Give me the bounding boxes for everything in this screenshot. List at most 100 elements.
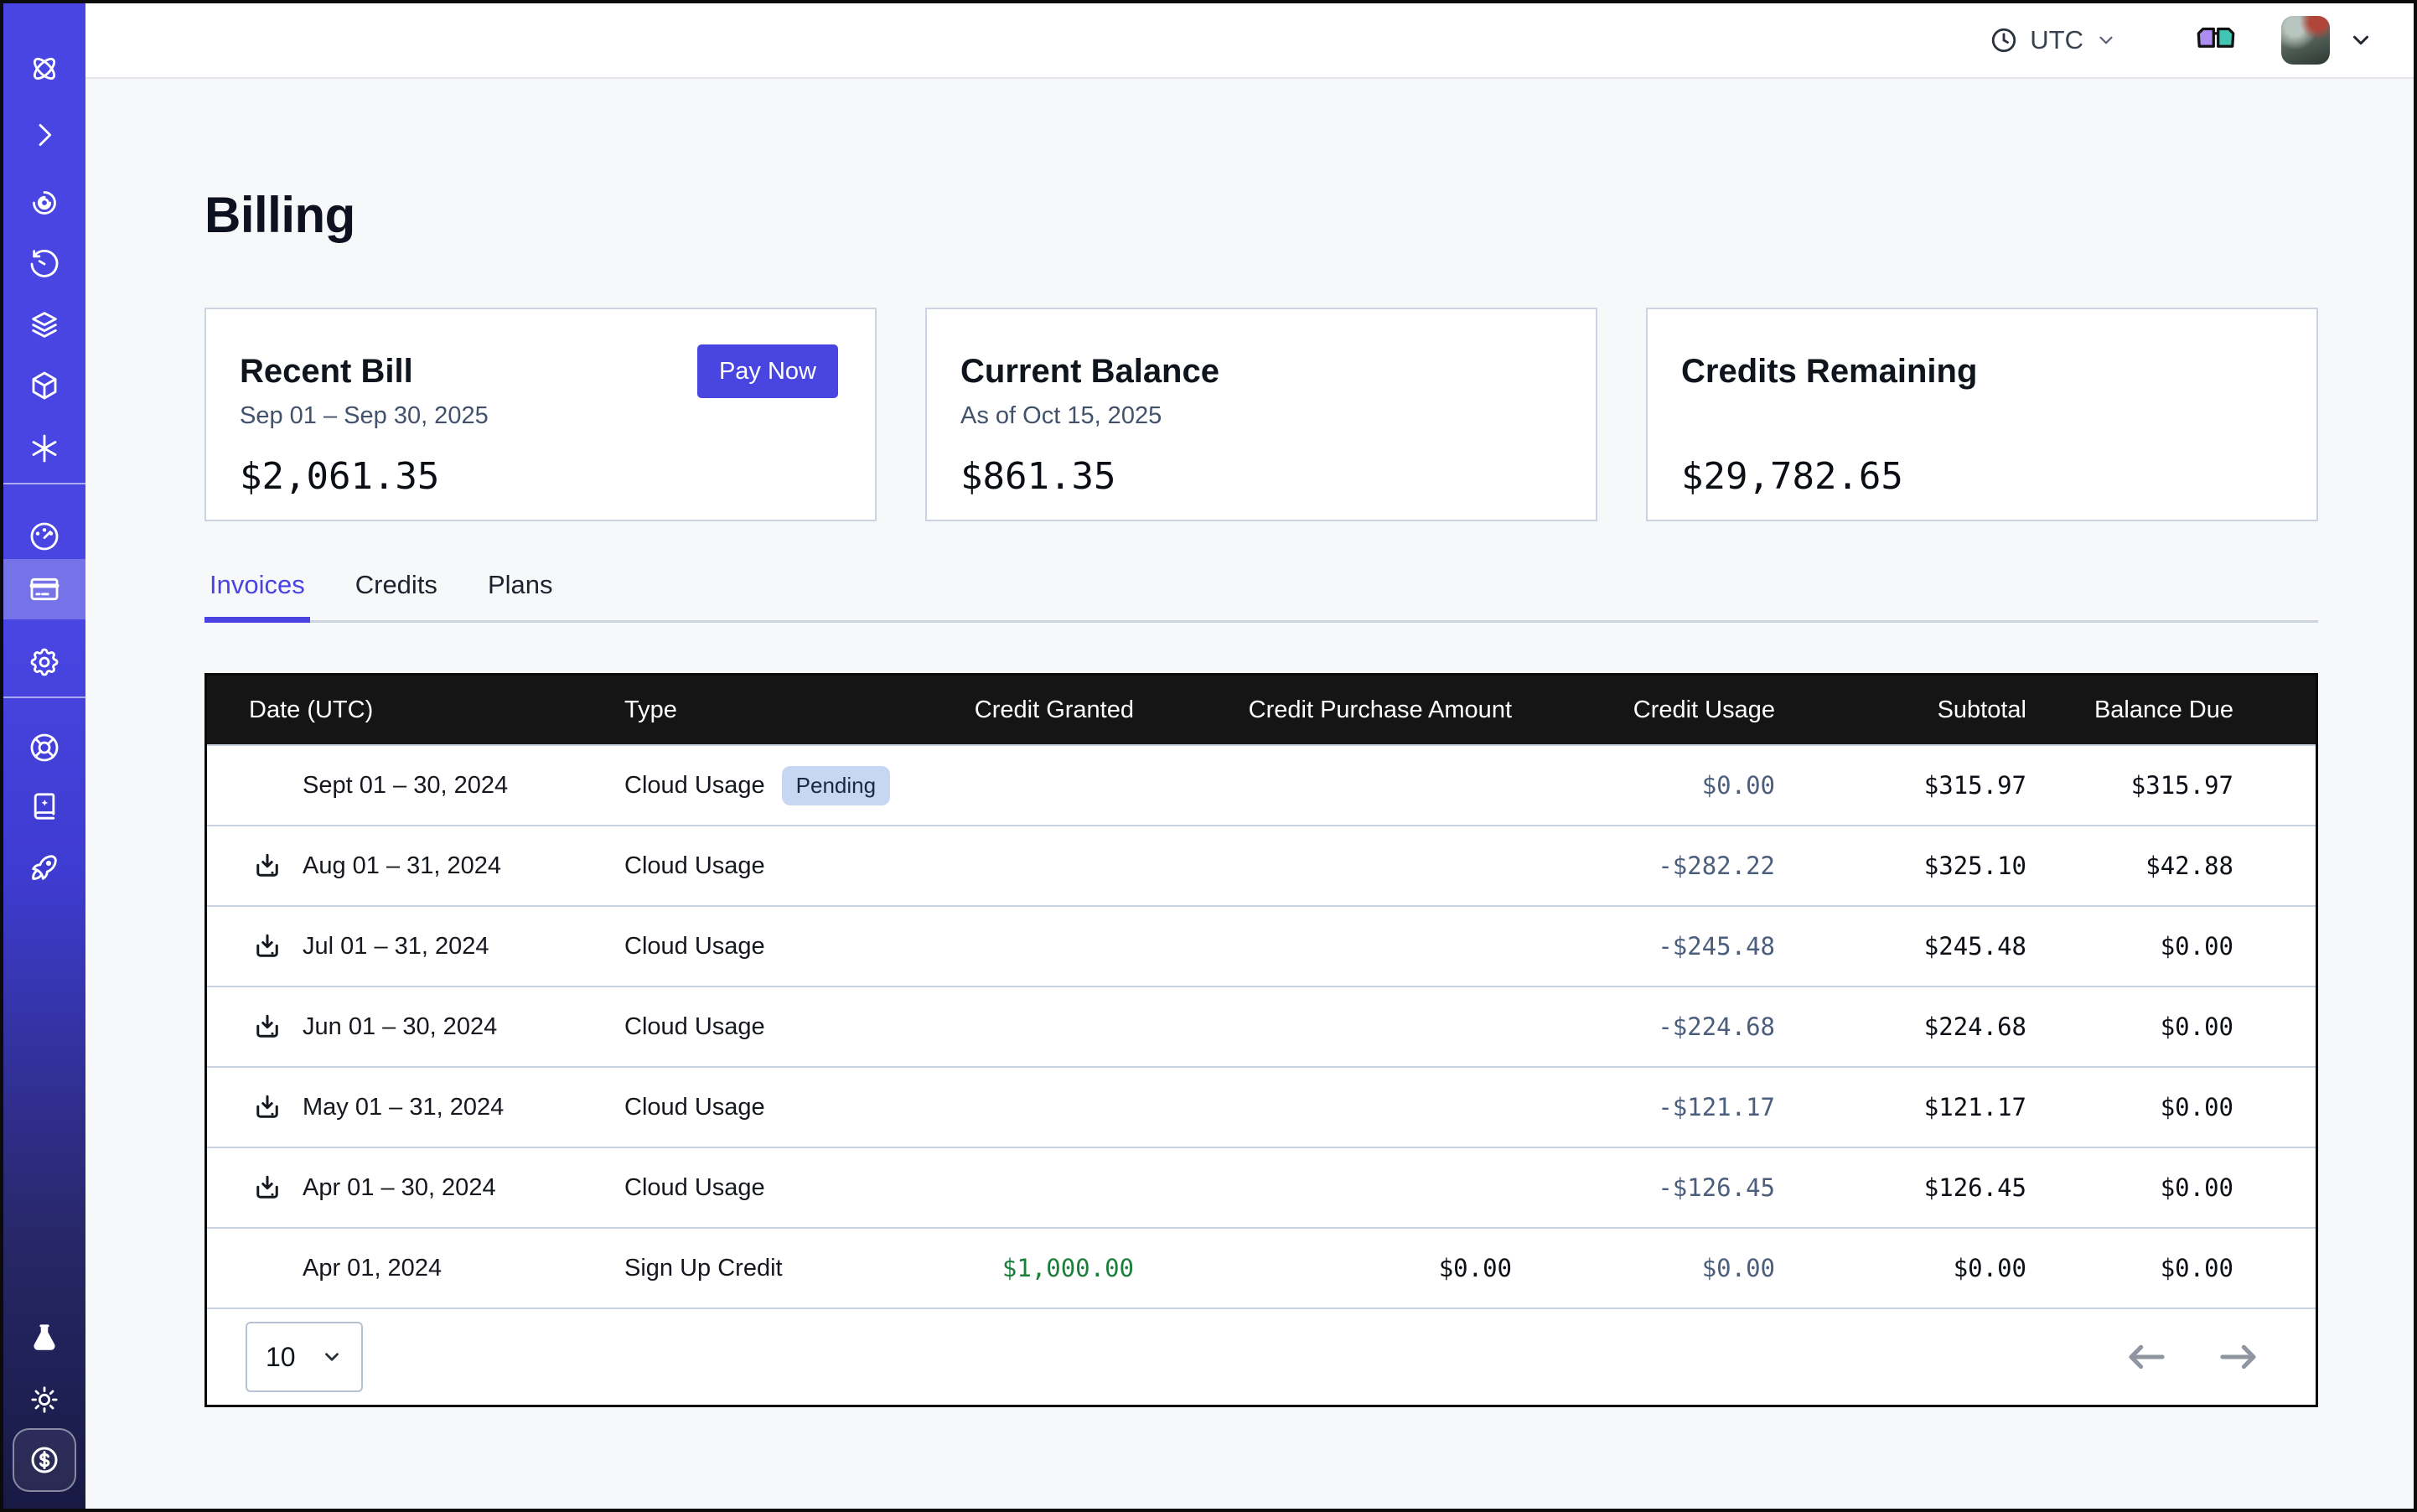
credit-usage: -$245.48 bbox=[1658, 932, 1775, 961]
clock-icon bbox=[1992, 28, 2016, 53]
download-icon bbox=[256, 934, 278, 957]
invoice-date: Apr 01, 2024 bbox=[303, 1254, 443, 1282]
balance-due: $0.00 bbox=[2160, 1173, 2233, 1202]
badge-dollar-icon bbox=[31, 1447, 58, 1473]
invoice-type: Cloud Usage bbox=[624, 932, 765, 960]
glasses-button[interactable] bbox=[2194, 25, 2238, 55]
invoice-type: Cloud Usage bbox=[624, 1173, 765, 1201]
table-pagination: 10 bbox=[207, 1307, 2316, 1405]
tab-credits[interactable]: Credits bbox=[355, 570, 437, 599]
balance-due: $315.97 bbox=[2130, 771, 2233, 800]
billing-tabs: Invoices Credits Plans bbox=[204, 570, 2318, 623]
logo-atom-icon[interactable] bbox=[3, 39, 85, 99]
balance-due: $0.00 bbox=[2160, 1254, 2233, 1282]
labs-flask-icon[interactable] bbox=[3, 1307, 85, 1368]
icon-slot bbox=[251, 1251, 284, 1285]
credits-badge-dollar-button[interactable] bbox=[13, 1428, 76, 1492]
column-header: Subtotal bbox=[1937, 696, 2026, 723]
download-invoice-button[interactable] bbox=[251, 929, 284, 963]
package-icon[interactable] bbox=[3, 355, 85, 416]
subtotal: $126.45 bbox=[1923, 1173, 2026, 1202]
subtotal: $325.10 bbox=[1923, 852, 2026, 880]
stack-icon[interactable] bbox=[3, 294, 85, 355]
download-icon bbox=[256, 1095, 278, 1118]
glasses-icon bbox=[2197, 27, 2235, 48]
chevron-down-icon bbox=[324, 1353, 339, 1361]
column-header: Credit Granted bbox=[974, 696, 1134, 723]
page-size-select[interactable]: 10 bbox=[246, 1322, 363, 1392]
table-row: May 01 – 31, 2024 Cloud Usage -$121.17 $… bbox=[207, 1066, 2316, 1147]
history-icon[interactable] bbox=[3, 234, 85, 294]
invoice-type: Cloud Usage bbox=[624, 1012, 765, 1040]
download-invoice-button[interactable] bbox=[251, 1171, 284, 1204]
timezone-label: UTC bbox=[2030, 25, 2083, 54]
table-row: Jun 01 – 30, 2024 Cloud Usage -$224.68 $… bbox=[207, 986, 2316, 1066]
invoice-type: Cloud Usage bbox=[624, 1093, 765, 1121]
theme-sun-icon[interactable] bbox=[3, 1370, 85, 1430]
page-size-value: 10 bbox=[266, 1341, 296, 1372]
table-row: Jul 01 – 31, 2024 Cloud Usage -$245.48 $… bbox=[207, 905, 2316, 986]
helm-icon[interactable] bbox=[3, 717, 85, 778]
download-invoice-button[interactable] bbox=[251, 849, 284, 883]
arrow-right-icon bbox=[2220, 1344, 2256, 1370]
docs-book-icon[interactable] bbox=[3, 776, 85, 836]
subtotal: $315.97 bbox=[1923, 771, 2026, 800]
invoice-date: Apr 01 – 30, 2024 bbox=[303, 1173, 496, 1201]
card-title: Credits Remaining bbox=[1681, 353, 1978, 390]
tab-invoices[interactable]: Invoices bbox=[204, 570, 310, 623]
credits-remaining-card: Credits Remaining $29,782.65 bbox=[1646, 308, 2318, 521]
summary-cards: Recent Bill Sep 01 – Sep 30, 2025 $2,061… bbox=[204, 308, 2318, 521]
gauge-icon[interactable] bbox=[3, 506, 85, 567]
next-page-button[interactable] bbox=[2217, 1342, 2260, 1372]
rocket-icon[interactable] bbox=[3, 837, 85, 898]
avatar[interactable] bbox=[2281, 16, 2330, 65]
expand-sidebar-icon[interactable] bbox=[3, 105, 85, 165]
table-row: Apr 01 – 30, 2024 Cloud Usage -$126.45 $… bbox=[207, 1147, 2316, 1227]
balance-due: $0.00 bbox=[2160, 1012, 2233, 1041]
timezone-selector[interactable]: UTC bbox=[1990, 25, 2117, 55]
icon-slot bbox=[251, 769, 284, 802]
column-header: Credit Purchase Amount bbox=[1248, 696, 1512, 723]
column-header: Balance Due bbox=[2094, 696, 2233, 723]
page-title: Billing bbox=[204, 187, 355, 243]
download-icon bbox=[256, 1014, 278, 1038]
balance-due: $0.00 bbox=[2160, 932, 2233, 961]
invoice-date: Aug 01 – 31, 2024 bbox=[303, 852, 502, 879]
credits-remaining-amount: $29,782.65 bbox=[1681, 455, 1903, 498]
credit-usage: -$121.17 bbox=[1658, 1093, 1775, 1121]
recent-bill-card: Recent Bill Sep 01 – Sep 30, 2025 $2,061… bbox=[204, 308, 877, 521]
pay-now-button[interactable]: Pay Now bbox=[696, 344, 838, 398]
invoice-type: Cloud Usage bbox=[624, 852, 765, 879]
card-subtitle: As of Oct 15, 2025 bbox=[960, 402, 1162, 429]
card-subtitle bbox=[1681, 402, 2280, 433]
storm-icon[interactable] bbox=[3, 173, 85, 233]
sidebar bbox=[3, 3, 85, 1509]
card-title: Recent Bill bbox=[240, 353, 413, 390]
tab-plans[interactable]: Plans bbox=[487, 570, 553, 599]
sidebar-item-billing[interactable] bbox=[3, 559, 85, 619]
download-icon bbox=[256, 853, 278, 877]
sidebar-divider bbox=[3, 483, 85, 484]
arrow-left-icon bbox=[2129, 1344, 2165, 1370]
asterisk-icon[interactable] bbox=[3, 418, 85, 479]
invoices-table: Date (UTC) Type Credit Granted Credit Pu… bbox=[204, 673, 2318, 1407]
current-balance-card: Current Balance As of Oct 15, 2025 $861.… bbox=[925, 308, 1597, 521]
main-content: Billing Recent Bill Sep 01 – Sep 30, 202… bbox=[85, 79, 2414, 1509]
current-balance-amount: $861.35 bbox=[960, 455, 1116, 498]
account-menu-button[interactable] bbox=[2348, 28, 2373, 53]
chevron-down-icon bbox=[2099, 36, 2113, 44]
credit-granted: $1,000.00 bbox=[1001, 1254, 1134, 1282]
status-badge: Pending bbox=[781, 765, 891, 805]
previous-page-button[interactable] bbox=[2125, 1342, 2168, 1372]
chevron-down-icon bbox=[2353, 35, 2368, 45]
card-title: Current Balance bbox=[960, 353, 1219, 390]
download-invoice-button[interactable] bbox=[251, 1090, 284, 1124]
topbar: UTC bbox=[85, 3, 2414, 79]
download-invoice-button[interactable] bbox=[251, 1010, 284, 1043]
balance-due: $0.00 bbox=[2160, 1093, 2233, 1121]
invoice-date: Sept 01 – 30, 2024 bbox=[303, 771, 509, 799]
subtotal: $224.68 bbox=[1923, 1012, 2026, 1041]
invoice-date: May 01 – 31, 2024 bbox=[303, 1093, 505, 1121]
settings-gear-icon[interactable] bbox=[3, 632, 85, 692]
